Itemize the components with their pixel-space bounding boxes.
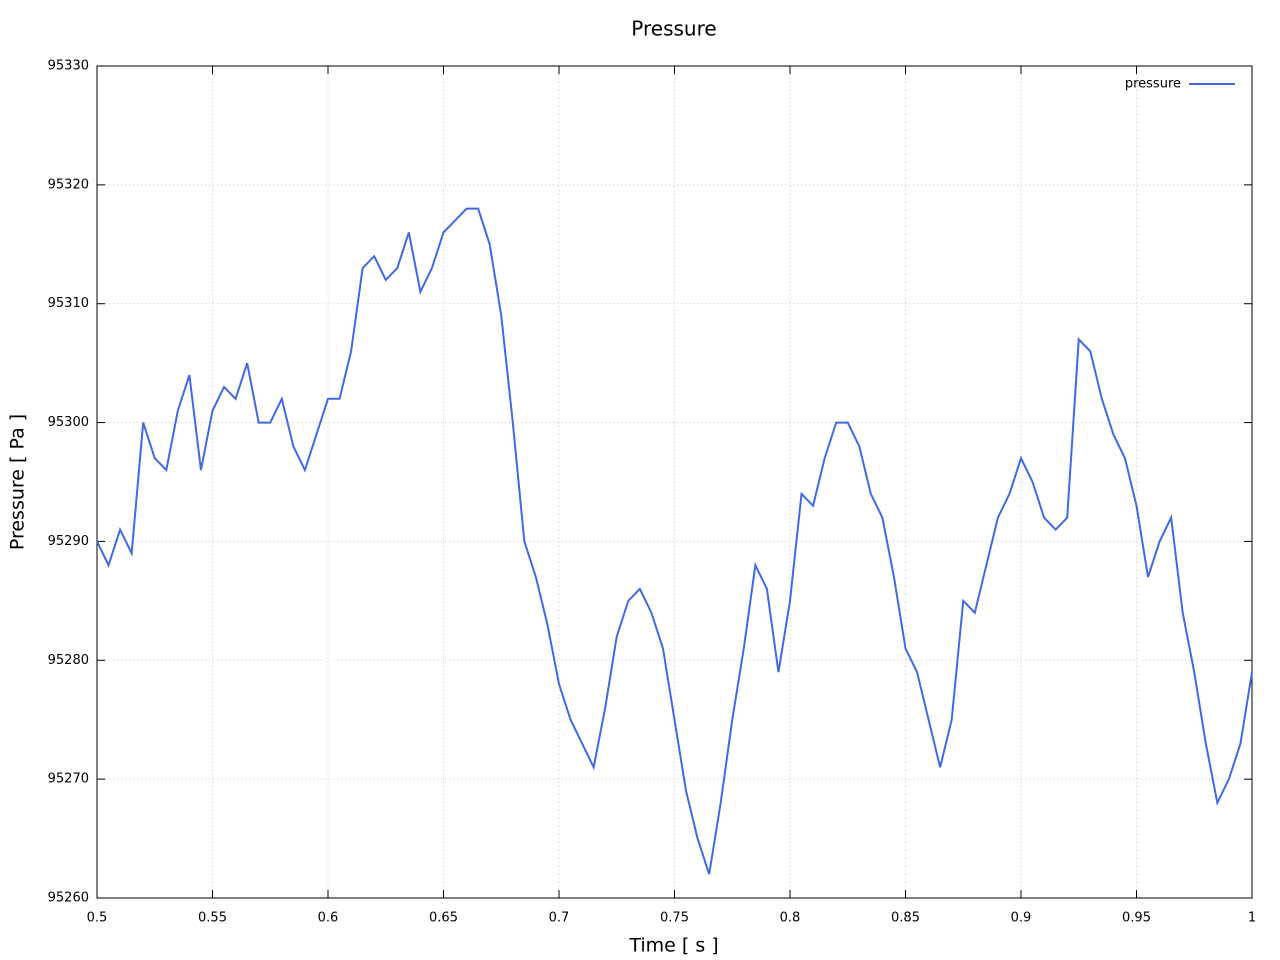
y-axis-label: Pressure [ Pa ]: [7, 414, 29, 550]
x-tick-label: 0.55: [198, 911, 227, 926]
x-tick-label: 1: [1248, 911, 1256, 926]
x-tick-label: 0.65: [429, 911, 458, 926]
x-tick-label: 0.95: [1122, 911, 1151, 926]
y-tick-label: 95320: [48, 177, 89, 192]
x-tick-label: 0.75: [660, 911, 689, 926]
x-tick-label: 0.5: [87, 911, 108, 926]
x-tick-label: 0.7: [549, 911, 570, 926]
legend-label: pressure: [1125, 77, 1181, 92]
y-tick-label: 95260: [48, 891, 89, 906]
y-tick-label: 95290: [48, 534, 89, 549]
x-tick-label: 0.6: [318, 911, 339, 926]
series-line: [96, 207, 1253, 875]
y-tick-label: 95280: [48, 653, 89, 668]
y-tick-label: 95310: [48, 296, 89, 311]
y-tick-label: 95330: [48, 59, 89, 74]
x-tick-label: 0.85: [891, 911, 920, 926]
chart-title: Pressure: [631, 17, 716, 41]
x-tick-label: 0.9: [1011, 911, 1032, 926]
plot-border: [96, 65, 1253, 899]
x-tick-label: 0.8: [780, 911, 801, 926]
y-tick-label: 95300: [48, 415, 89, 430]
y-tick-label: 95270: [48, 772, 89, 787]
x-axis-label: Time [ s ]: [628, 935, 718, 957]
